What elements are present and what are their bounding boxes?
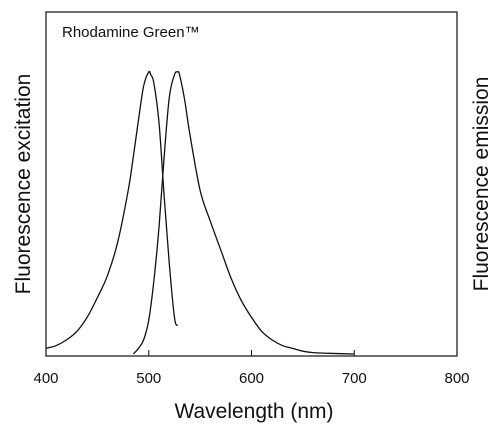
- x-axis-ticks: [45, 350, 458, 356]
- x-axis-tick-labels: 400 500 600 700 800: [33, 370, 469, 387]
- series-layer: [45, 70, 355, 355]
- x-tick-label-500: 500: [136, 370, 161, 387]
- x-tick-label-700: 700: [342, 370, 367, 387]
- x-axis-label: Wavelength (nm): [174, 400, 333, 423]
- chart-title: Rhodamine Green™: [62, 24, 200, 41]
- y-axis-label-left: Fluorescence excitation: [12, 74, 35, 295]
- x-tick-label-800: 800: [444, 370, 469, 387]
- excitation-curve: [45, 70, 179, 349]
- y-axis-label-right: Fluorescence emission: [470, 77, 493, 292]
- x-tick-label-600: 600: [239, 370, 264, 387]
- emission-curve: [132, 70, 355, 355]
- plot-frame: [45, 11, 458, 357]
- x-tick-label-400: 400: [33, 370, 58, 387]
